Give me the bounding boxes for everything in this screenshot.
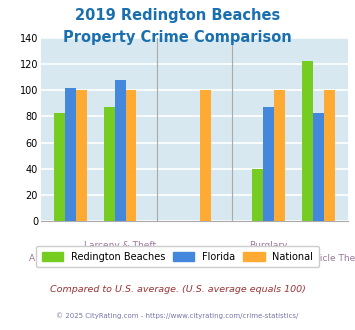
Bar xyxy=(263,107,274,221)
Bar xyxy=(313,113,324,221)
Text: All Property Crime: All Property Crime xyxy=(29,254,112,263)
Text: Arson: Arson xyxy=(181,254,207,263)
Bar xyxy=(65,88,76,221)
Bar xyxy=(302,61,313,221)
Bar xyxy=(54,113,65,221)
Text: Larceny & Theft: Larceny & Theft xyxy=(84,241,156,249)
Text: Property Crime Comparison: Property Crime Comparison xyxy=(63,30,292,45)
Text: 2019 Redington Beaches: 2019 Redington Beaches xyxy=(75,8,280,23)
Text: Compared to U.S. average. (U.S. average equals 100): Compared to U.S. average. (U.S. average … xyxy=(50,285,305,294)
Bar xyxy=(76,90,87,221)
Legend: Redington Beaches, Florida, National: Redington Beaches, Florida, National xyxy=(36,246,319,267)
Bar xyxy=(126,90,136,221)
Bar xyxy=(324,90,334,221)
Text: © 2025 CityRating.com - https://www.cityrating.com/crime-statistics/: © 2025 CityRating.com - https://www.city… xyxy=(56,312,299,318)
Text: Motor Vehicle Theft: Motor Vehicle Theft xyxy=(274,254,355,263)
Bar xyxy=(200,90,211,221)
Bar xyxy=(274,90,285,221)
Bar xyxy=(104,107,115,221)
Bar xyxy=(252,169,263,221)
Bar xyxy=(115,80,126,221)
Text: Burglary: Burglary xyxy=(250,241,288,249)
